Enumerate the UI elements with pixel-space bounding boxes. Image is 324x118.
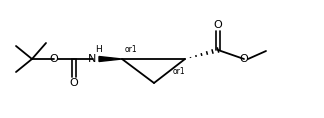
Text: O: O	[50, 54, 58, 64]
Text: N: N	[88, 54, 96, 64]
Text: O: O	[70, 78, 78, 88]
Polygon shape	[99, 57, 122, 61]
Text: H: H	[95, 44, 101, 53]
Text: O: O	[240, 54, 249, 64]
Text: O: O	[214, 20, 222, 30]
Text: or1: or1	[125, 46, 137, 55]
Text: or1: or1	[173, 67, 185, 76]
